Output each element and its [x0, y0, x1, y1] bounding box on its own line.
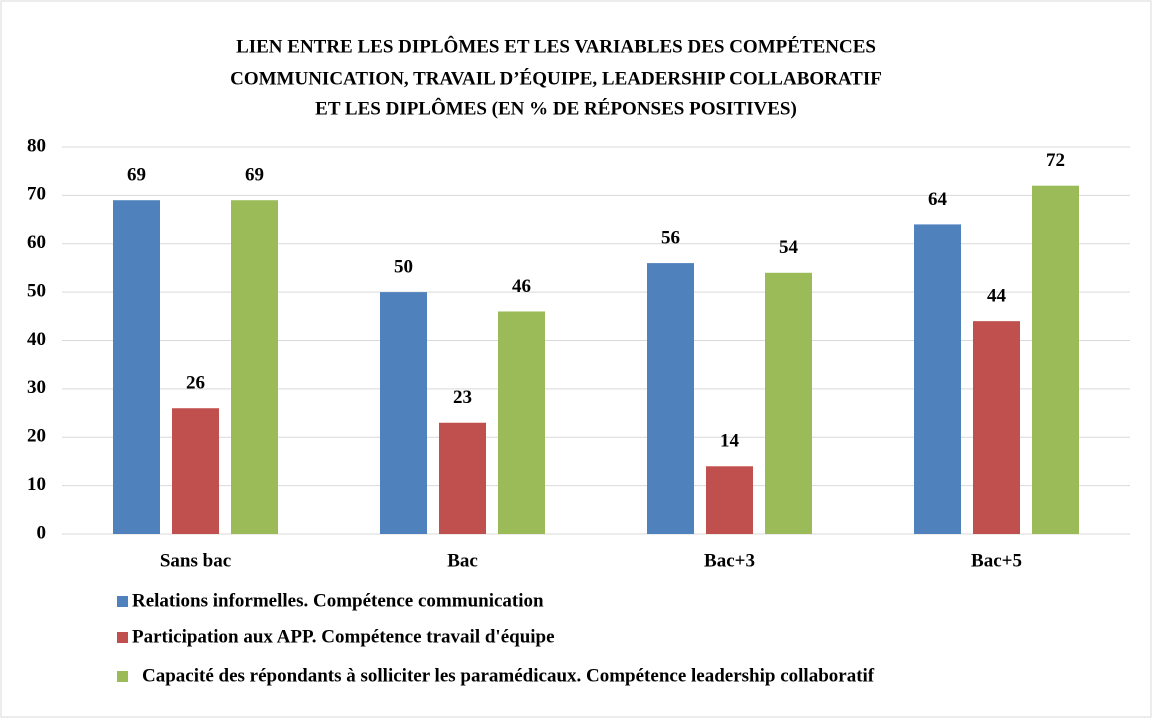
legend-swatch — [117, 632, 128, 643]
data-label: 56 — [661, 227, 680, 248]
bar — [231, 200, 278, 534]
y-tick-label: 80 — [27, 135, 46, 156]
y-tick-label: 50 — [27, 280, 46, 301]
data-label: 69 — [245, 165, 264, 186]
y-tick-label: 70 — [27, 184, 46, 205]
data-label: 44 — [987, 286, 1007, 307]
data-label: 54 — [779, 237, 799, 258]
bar — [380, 292, 427, 534]
data-label: 64 — [928, 189, 948, 210]
legend-label: Capacité des répondants à solliciter les… — [142, 665, 875, 686]
legend-swatch — [117, 596, 128, 607]
data-label: 69 — [127, 165, 146, 186]
x-tick-label: Bac — [447, 550, 478, 571]
bar — [765, 272, 812, 534]
bar — [498, 311, 545, 534]
bar — [973, 321, 1020, 534]
y-tick-label: 20 — [27, 426, 46, 447]
legend-label: Participation aux APP. Compétence travai… — [132, 626, 555, 647]
bar — [1032, 185, 1079, 534]
x-tick-label: Bac+5 — [971, 550, 1022, 571]
bar — [647, 263, 694, 534]
x-tick-label: Sans bac — [160, 550, 231, 571]
y-tick-label: 0 — [37, 522, 47, 543]
data-label: 23 — [453, 387, 472, 408]
chart-title: COMMUNICATION, TRAVAIL D’ÉQUIPE, LEADERS… — [230, 67, 882, 89]
y-tick-label: 10 — [27, 474, 46, 495]
data-label: 26 — [186, 373, 205, 394]
data-label: 14 — [720, 431, 740, 452]
bar — [439, 422, 486, 534]
y-tick-label: 60 — [27, 232, 46, 253]
bar — [914, 224, 961, 534]
legend-swatch — [117, 671, 128, 682]
data-label: 46 — [512, 276, 531, 297]
data-label: 50 — [394, 256, 413, 277]
y-tick-label: 30 — [27, 377, 46, 398]
chart-title: LIEN ENTRE LES DIPLÔMES ET LES VARIABLES… — [236, 35, 876, 57]
bar — [706, 466, 753, 534]
data-label: 72 — [1046, 150, 1065, 171]
y-tick-label: 40 — [27, 329, 46, 350]
x-tick-label: Bac+3 — [704, 550, 755, 571]
chart-title: ET LES DIPLÔMES (EN % DE RÉPONSES POSITI… — [315, 97, 797, 119]
bar — [172, 408, 219, 534]
legend-label: Relations informelles. Compétence commun… — [132, 590, 544, 611]
bar — [113, 200, 160, 534]
